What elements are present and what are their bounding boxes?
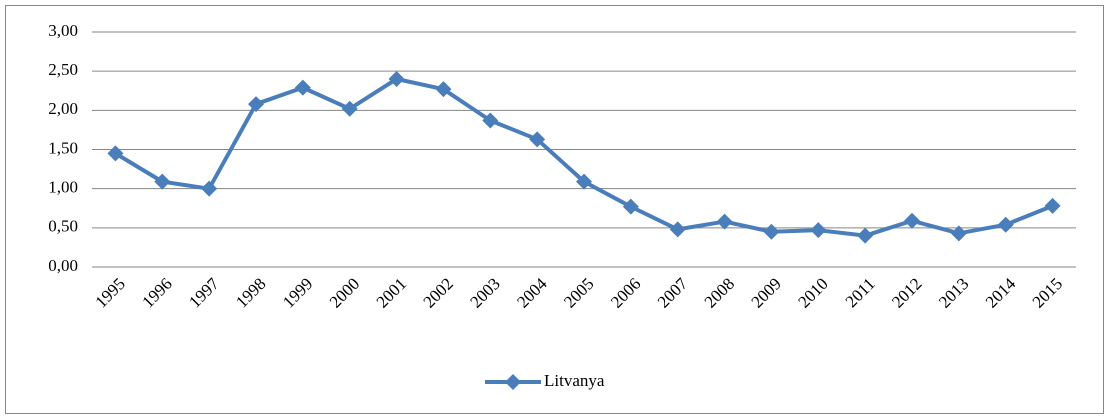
y-tick-label: 3,00 [48, 21, 78, 40]
data-point [294, 79, 311, 96]
data-point [669, 221, 686, 238]
data-point [341, 100, 358, 117]
chart-frame [5, 5, 1104, 414]
y-tick-label: 2,50 [48, 60, 78, 79]
y-tick-label: 1,50 [48, 138, 78, 157]
data-point [154, 173, 171, 190]
data-point [107, 145, 124, 162]
y-tick-label: 0,50 [48, 217, 78, 236]
data-point [1044, 197, 1061, 214]
data-point [248, 96, 264, 113]
data-point [763, 223, 780, 240]
legend-label: Litvanya [544, 371, 605, 390]
data-point [435, 81, 452, 98]
y-tick-label: 2,00 [48, 99, 78, 118]
data-point [857, 227, 874, 244]
data-point [997, 216, 1014, 233]
data-point [529, 131, 546, 148]
y-tick-label: 0,00 [48, 256, 78, 275]
data-point [201, 180, 218, 197]
legend-marker [505, 374, 521, 390]
data-point [716, 213, 733, 230]
data-point [388, 71, 405, 87]
data-point [810, 222, 827, 239]
data-point [904, 212, 920, 229]
data-point [622, 198, 639, 215]
data-point [482, 112, 499, 129]
y-tick-label: 1,00 [48, 178, 78, 197]
data-point [576, 173, 592, 190]
data-point [950, 225, 967, 242]
